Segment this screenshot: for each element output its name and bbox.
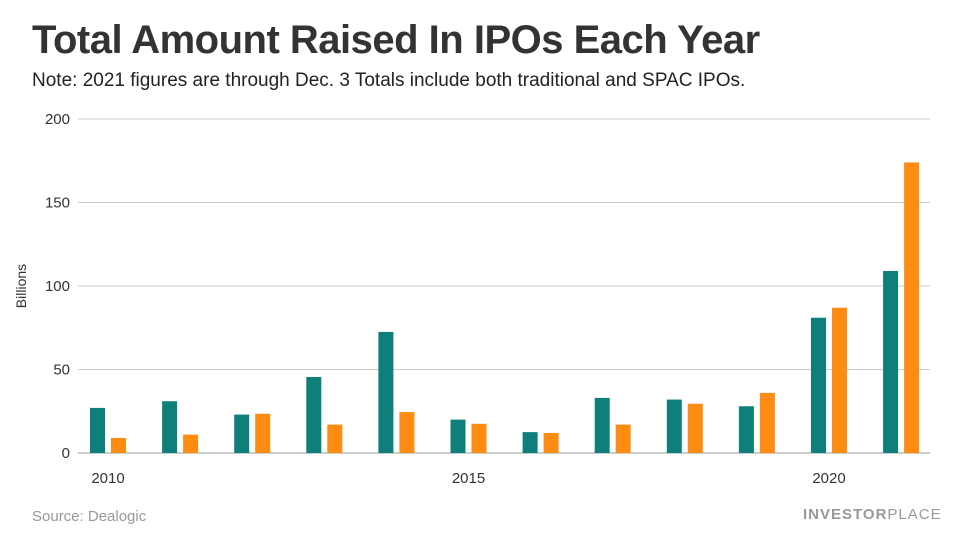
bar-2010-1 bbox=[90, 407, 105, 453]
y-tick-label: 200 bbox=[45, 111, 70, 128]
x-tick-label: 2015 bbox=[452, 470, 485, 487]
y-tick-label: 150 bbox=[45, 195, 70, 212]
bar-2021-1 bbox=[883, 270, 899, 453]
bar-2021-2 bbox=[904, 162, 920, 454]
bar-2013-1 bbox=[306, 377, 322, 453]
bar-2012-2 bbox=[255, 413, 271, 453]
bar-2016-1 bbox=[522, 432, 538, 453]
bar-2019-1 bbox=[738, 406, 754, 453]
x-tick-label: 2010 bbox=[91, 470, 124, 487]
source-note: Source: Dealogic bbox=[32, 508, 147, 525]
bar-2018-2 bbox=[687, 403, 703, 453]
bar-2011-1 bbox=[162, 401, 178, 453]
bar-2020-2 bbox=[832, 307, 847, 453]
logo-bold: INVESTOR bbox=[803, 506, 888, 523]
bar-2017-1 bbox=[594, 397, 610, 453]
bar-2015-1 bbox=[450, 419, 466, 453]
bar-2020-1 bbox=[811, 317, 826, 453]
bar-2014-1 bbox=[378, 331, 394, 453]
y-tick-label: 50 bbox=[53, 362, 70, 379]
bar-2014-2 bbox=[399, 412, 415, 453]
bar-2013-2 bbox=[327, 424, 343, 453]
bar-2011-2 bbox=[183, 434, 199, 453]
bar-2010-2 bbox=[111, 437, 126, 453]
logo-light: PLACE bbox=[887, 506, 942, 523]
x-tick-label: 2020 bbox=[812, 470, 845, 487]
y-tick-label: 100 bbox=[45, 278, 70, 295]
bar-2012-1 bbox=[234, 414, 250, 453]
chart-subtitle: Note: 2021 figures are through Dec. 3 To… bbox=[32, 70, 746, 91]
chart-title: Total Amount Raised In IPOs Each Year bbox=[32, 18, 760, 62]
bar-2016-2 bbox=[543, 432, 559, 453]
investorplace-logo: INVESTORPLACE bbox=[803, 506, 942, 523]
bar-2015-2 bbox=[471, 423, 487, 453]
bar-2017-2 bbox=[615, 424, 631, 453]
y-tick-label: 0 bbox=[62, 445, 70, 462]
bar-2019-2 bbox=[759, 392, 775, 453]
bar-2018-1 bbox=[666, 399, 682, 453]
y-axis-label: Billions bbox=[13, 264, 29, 308]
